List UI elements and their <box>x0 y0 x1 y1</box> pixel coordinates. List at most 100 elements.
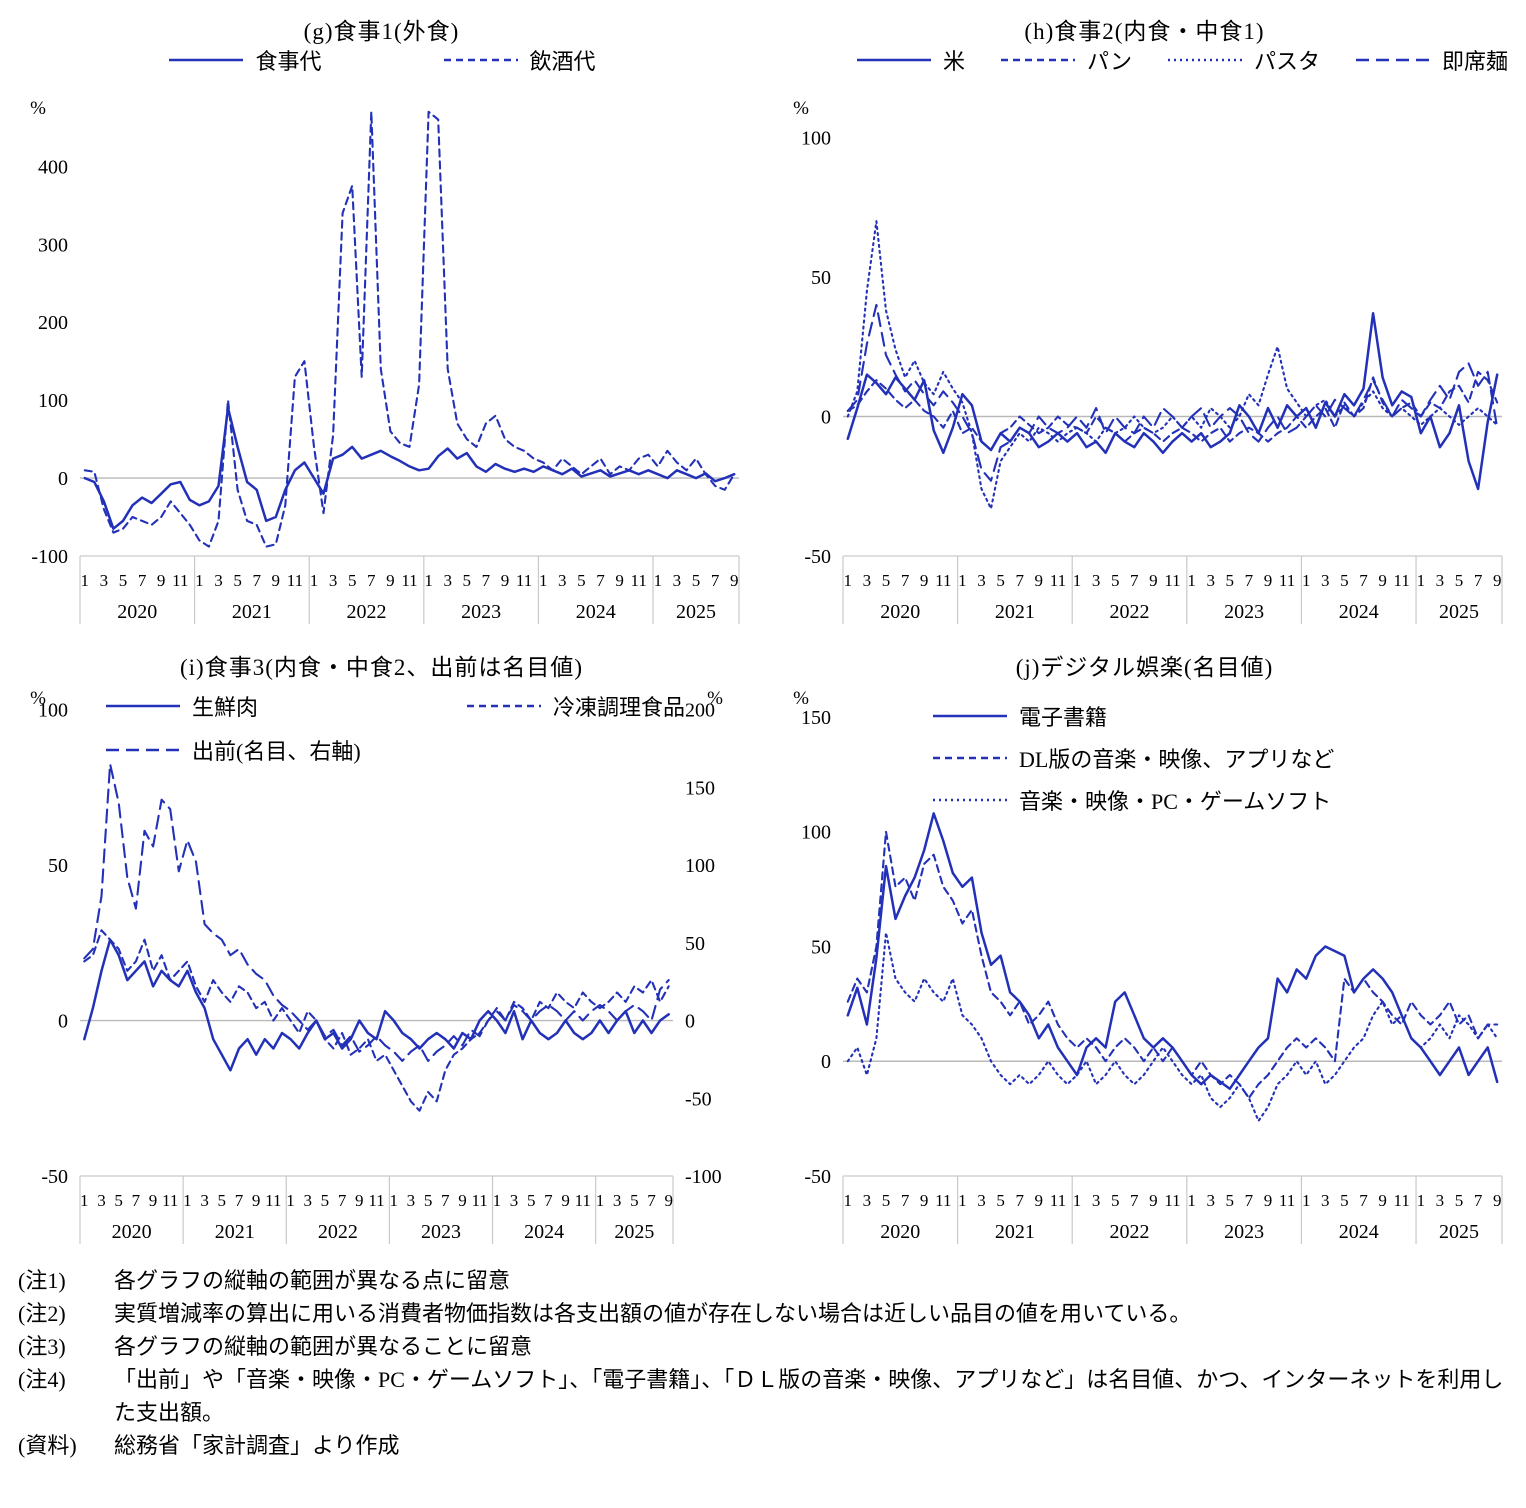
legend-i: 生鮮肉 冷凍調理食品 出前(名目、右軸) <box>0 690 763 766</box>
svg-text:7: 7 <box>1474 1191 1483 1210</box>
svg-text:%: % <box>30 688 46 709</box>
svg-text:11: 11 <box>1050 1191 1066 1210</box>
svg-text:0: 0 <box>821 1051 831 1073</box>
svg-text:3: 3 <box>329 571 338 590</box>
svg-text:3: 3 <box>863 1191 872 1210</box>
svg-text:1: 1 <box>1187 1191 1196 1210</box>
svg-text:9: 9 <box>1493 571 1502 590</box>
svg-text:400: 400 <box>38 156 68 178</box>
legend-item: パスタ <box>1166 44 1320 76</box>
legend-line-sample-icon <box>1355 58 1430 62</box>
svg-text:2021: 2021 <box>995 601 1035 623</box>
svg-text:9: 9 <box>157 571 166 590</box>
svg-text:3: 3 <box>1092 1191 1101 1210</box>
svg-text:9: 9 <box>272 571 281 590</box>
svg-text:5: 5 <box>1111 1191 1120 1210</box>
svg-text:2025: 2025 <box>676 601 716 623</box>
note-2: (注2) 実質増減率の算出に用いる消費者物価指数は各支出額の値が存在しない場合は… <box>18 1297 1510 1330</box>
svg-text:9: 9 <box>920 1191 929 1210</box>
svg-text:50: 50 <box>811 936 831 958</box>
note-3-label: (注3) <box>18 1334 66 1359</box>
legend-label: 飲酒代 <box>529 49 596 74</box>
svg-text:0: 0 <box>58 1011 68 1033</box>
svg-text:7: 7 <box>367 571 376 590</box>
svg-text:0: 0 <box>685 1011 695 1033</box>
legend-line-sample-icon <box>933 714 1007 718</box>
svg-text:200: 200 <box>685 700 715 722</box>
svg-text:1: 1 <box>286 1191 295 1210</box>
legend-row: 出前(名目、右軸) <box>0 734 763 766</box>
svg-text:9: 9 <box>386 571 395 590</box>
svg-text:3: 3 <box>558 571 567 590</box>
svg-text:150: 150 <box>685 777 715 799</box>
panel-meal3-home-food2: (i)食事3(内食・中食2、出前は名目値) 生鮮肉 冷凍調理食品 出前(名目、右軸)… <box>0 636 763 1256</box>
svg-text:2020: 2020 <box>117 601 157 623</box>
svg-text:11: 11 <box>172 571 188 590</box>
legend-g: 食事代 飲酒代 <box>0 44 763 90</box>
note-source-text: 総務省「家計調査」より作成 <box>114 1433 400 1458</box>
svg-text:3: 3 <box>1206 571 1215 590</box>
legend-label: パスタ <box>1254 49 1321 74</box>
svg-text:1: 1 <box>1073 1191 1082 1210</box>
svg-text:2022: 2022 <box>1110 601 1150 623</box>
svg-text:1: 1 <box>844 571 853 590</box>
svg-text:5: 5 <box>114 1191 123 1210</box>
legend-line-sample-icon <box>933 756 1007 760</box>
legend-label: パン <box>1086 49 1133 74</box>
svg-text:7: 7 <box>1015 571 1024 590</box>
note-4-text: 「出前」や「音楽・映像・PC・ゲームソフト」、「電子書籍」、「ＤＬ版の音楽・映像… <box>114 1367 1504 1425</box>
svg-text:11: 11 <box>368 1191 384 1210</box>
svg-text:2024: 2024 <box>1339 1221 1379 1243</box>
legend-line-sample-icon <box>169 58 244 62</box>
svg-text:9: 9 <box>1378 1191 1387 1210</box>
svg-text:11: 11 <box>1279 1191 1295 1210</box>
legend-label: 生鮮肉 <box>192 695 259 720</box>
svg-text:11: 11 <box>471 1191 487 1210</box>
svg-text:1: 1 <box>1073 571 1082 590</box>
svg-text:11: 11 <box>575 1191 591 1210</box>
svg-text:1: 1 <box>1302 1191 1311 1210</box>
legend-row: 米 パン パスタ 即席麺 <box>763 44 1526 76</box>
note-4: (注4) 「出前」や「音楽・映像・PC・ゲームソフト」、「電子書籍」、「ＤＬ版の… <box>18 1363 1510 1429</box>
svg-text:1: 1 <box>844 1191 853 1210</box>
svg-text:-50: -50 <box>804 1166 831 1188</box>
svg-text:9: 9 <box>458 1191 467 1210</box>
legend-label: 出前(名目、右軸) <box>192 739 361 764</box>
svg-text:1: 1 <box>80 1191 89 1210</box>
svg-text:%: % <box>707 688 723 709</box>
svg-text:5: 5 <box>1340 1191 1349 1210</box>
svg-text:2023: 2023 <box>421 1221 461 1243</box>
legend-row: DL版の音楽・映像、アプリなど <box>931 742 1334 774</box>
svg-text:9: 9 <box>355 1191 364 1210</box>
svg-text:1: 1 <box>596 1191 605 1210</box>
svg-text:11: 11 <box>631 571 647 590</box>
legend-item: 即席麺 <box>1354 44 1508 76</box>
svg-text:9: 9 <box>561 1191 570 1210</box>
svg-text:5: 5 <box>1455 571 1464 590</box>
svg-text:2022: 2022 <box>1110 1221 1150 1243</box>
svg-text:5: 5 <box>1226 571 1235 590</box>
svg-text:3: 3 <box>977 1191 986 1210</box>
svg-text:5: 5 <box>233 571 242 590</box>
legend-line-sample-icon <box>466 704 541 708</box>
footnotes: (注1) 各グラフの縦軸の範囲が異なる点に留意 (注2) 実質増減率の算出に用い… <box>0 1256 1526 1462</box>
svg-text:9: 9 <box>1264 571 1273 590</box>
legend-line-sample-icon <box>1168 58 1242 62</box>
svg-text:11: 11 <box>1279 571 1295 590</box>
svg-text:5: 5 <box>882 1191 891 1210</box>
svg-text:9: 9 <box>920 571 929 590</box>
svg-text:2021: 2021 <box>215 1221 255 1243</box>
note-3: (注3) 各グラフの縦軸の範囲が異なることに留意 <box>18 1330 1510 1363</box>
svg-text:5: 5 <box>463 571 472 590</box>
svg-text:7: 7 <box>1245 571 1254 590</box>
svg-text:1: 1 <box>493 1191 502 1210</box>
svg-text:100: 100 <box>38 390 68 412</box>
svg-text:7: 7 <box>252 571 261 590</box>
svg-text:9: 9 <box>1149 1191 1158 1210</box>
chart-title-j: (j)デジタル娯楽(名目値) <box>1015 655 1274 680</box>
svg-text:9: 9 <box>1378 571 1387 590</box>
svg-text:100: 100 <box>801 822 831 844</box>
note-2-text: 実質増減率の算出に用いる消費者物価指数は各支出額の値が存在しない場合は近しい品目… <box>114 1301 1192 1326</box>
svg-text:1: 1 <box>1187 571 1196 590</box>
